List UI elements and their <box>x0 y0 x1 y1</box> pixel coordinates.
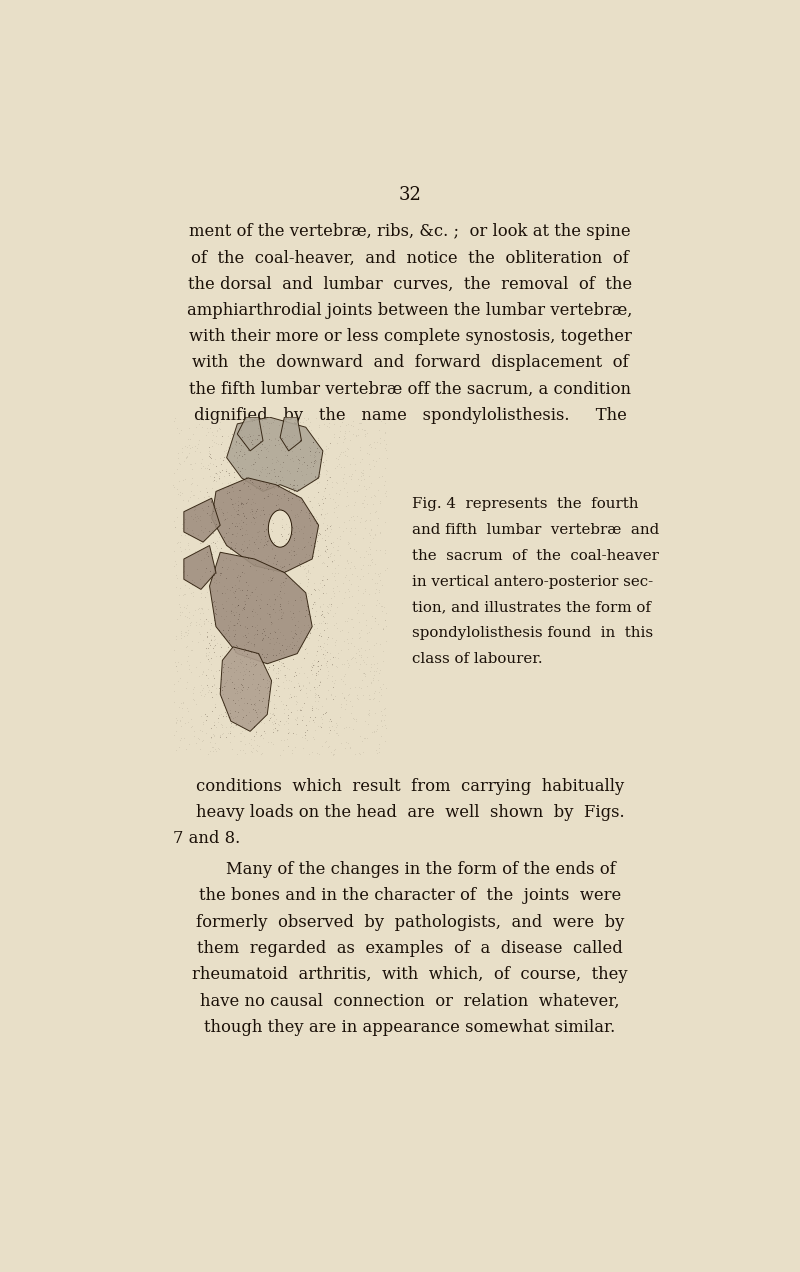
Text: tion, and illustrates the form of: tion, and illustrates the form of <box>412 600 651 614</box>
Text: ment of the vertebræ, ribs, &c. ;  or look at the spine: ment of the vertebræ, ribs, &c. ; or loo… <box>189 223 631 240</box>
Text: heavy loads on the head  are  well  shown  by  Figs.: heavy loads on the head are well shown b… <box>196 804 624 820</box>
Text: the dorsal  and  lumbar  curves,  the  removal  of  the: the dorsal and lumbar curves, the remova… <box>188 276 632 293</box>
Text: the bones and in the character of  the  joints  were: the bones and in the character of the jo… <box>199 888 621 904</box>
Text: of  the  coal-heaver,  and  notice  the  obliteration  of: of the coal-heaver, and notice the oblit… <box>191 249 629 266</box>
Text: the fifth lumbar vertebræ off the sacrum, a condition: the fifth lumbar vertebræ off the sacrum… <box>189 380 631 398</box>
Text: conditions  which  result  from  carrying  habitually: conditions which result from carrying ha… <box>196 777 624 795</box>
Text: have no causal  connection  or  relation  whatever,: have no causal connection or relation wh… <box>200 992 620 1010</box>
Text: with their more or less complete synostosis, together: with their more or less complete synosto… <box>189 328 631 345</box>
Text: Fig. 4  represents  the  fourth: Fig. 4 represents the fourth <box>412 497 638 511</box>
Text: 32: 32 <box>398 186 422 204</box>
Text: spondylolisthesis found  in  this: spondylolisthesis found in this <box>412 626 653 640</box>
Text: amphiarthrodial joints between the lumbar vertebræ,: amphiarthrodial joints between the lumba… <box>187 301 633 319</box>
Text: and fifth  lumbar  vertebræ  and: and fifth lumbar vertebræ and <box>412 523 659 537</box>
Text: formerly  observed  by  pathologists,  and  were  by: formerly observed by pathologists, and w… <box>196 913 624 931</box>
Text: in vertical antero-posterior sec-: in vertical antero-posterior sec- <box>412 575 653 589</box>
Text: Many of the changes in the form of the ends of: Many of the changes in the form of the e… <box>205 861 615 878</box>
Text: 7 and 8.: 7 and 8. <box>173 831 241 847</box>
Text: though they are in appearance somewhat similar.: though they are in appearance somewhat s… <box>204 1019 616 1035</box>
Text: them  regarded  as  examples  of  a  disease  called: them regarded as examples of a disease c… <box>197 940 623 957</box>
Text: with  the  downward  and  forward  displacement  of: with the downward and forward displaceme… <box>192 355 628 371</box>
Text: class of labourer.: class of labourer. <box>412 651 542 665</box>
Text: dignified   by   the   name   spondylolisthesis.     The: dignified by the name spondylolisthesis.… <box>194 407 626 424</box>
Text: the  sacrum  of  the  coal-heaver: the sacrum of the coal-heaver <box>412 548 658 562</box>
Text: rheumatoid  arthritis,  with  which,  of  course,  they: rheumatoid arthritis, with which, of cou… <box>192 967 628 983</box>
